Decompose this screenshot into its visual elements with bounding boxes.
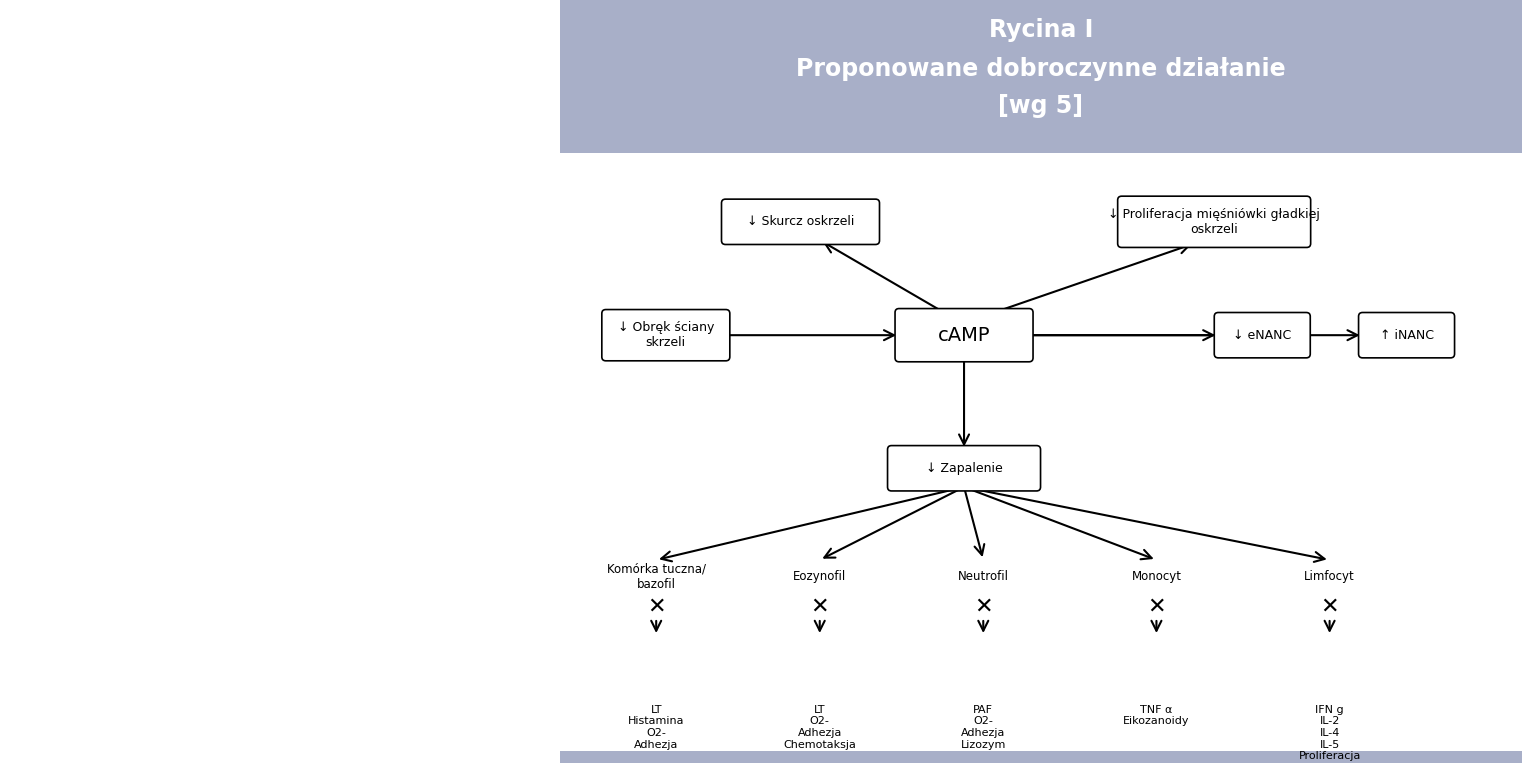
Text: [wg 5]: [wg 5] (998, 94, 1084, 118)
Text: ↓ Obręk ściany
skrzeli: ↓ Obręk ściany skrzeli (618, 321, 714, 349)
Text: PAF
O2-
Adhezja
Lizozym: PAF O2- Adhezja Lizozym (960, 705, 1006, 750)
FancyBboxPatch shape (895, 309, 1033, 361)
FancyBboxPatch shape (1359, 313, 1455, 358)
Text: ✕: ✕ (647, 596, 665, 616)
Text: ↓ Proliferacja mięśniówki gładkiej
oskrzeli: ↓ Proliferacja mięśniówki gładkiej oskrz… (1108, 207, 1320, 236)
Text: ↓ Zapalenie: ↓ Zapalenie (925, 462, 1003, 474)
FancyBboxPatch shape (560, 0, 1522, 152)
Text: ↓ Skurcz oskrzeli: ↓ Skurcz oskrzeli (747, 215, 854, 228)
Text: ✕: ✕ (1148, 596, 1166, 616)
FancyBboxPatch shape (721, 199, 880, 245)
Text: Monocyt: Monocyt (1131, 570, 1181, 583)
Text: ✕: ✕ (974, 596, 992, 616)
Text: Limfocyt: Limfocyt (1304, 570, 1355, 583)
Text: ↑ iNANC: ↑ iNANC (1379, 329, 1434, 341)
Text: LT
Histamina
O2-
Adhezja: LT Histamina O2- Adhezja (629, 705, 685, 750)
FancyBboxPatch shape (887, 446, 1041, 491)
Text: ✕: ✕ (810, 596, 829, 616)
Text: Eozynofil: Eozynofil (793, 570, 846, 583)
Text: Proponowane dobroczynne działanie: Proponowane dobroczynne działanie (796, 57, 1286, 81)
Text: Komórka tuczna/
bazofil: Komórka tuczna/ bazofil (607, 563, 706, 591)
Text: LT
O2-
Adhezja
Chemotaksja: LT O2- Adhezja Chemotaksja (784, 705, 857, 750)
Text: Rycina I: Rycina I (989, 18, 1093, 42)
FancyBboxPatch shape (1117, 196, 1310, 248)
Text: TNF α
Eikozanoidy: TNF α Eikozanoidy (1123, 705, 1190, 727)
FancyBboxPatch shape (1215, 313, 1310, 358)
Text: Neutrofil: Neutrofil (957, 570, 1009, 583)
Text: cAMP: cAMP (938, 326, 991, 344)
FancyBboxPatch shape (601, 310, 731, 361)
Text: IFN g
IL-2
IL-4
IL-5
Proliferacja: IFN g IL-2 IL-4 IL-5 Proliferacja (1298, 705, 1361, 762)
Text: ↓ eNANC: ↓ eNANC (1233, 329, 1291, 341)
Text: ✕: ✕ (1320, 596, 1339, 616)
FancyBboxPatch shape (560, 752, 1522, 763)
